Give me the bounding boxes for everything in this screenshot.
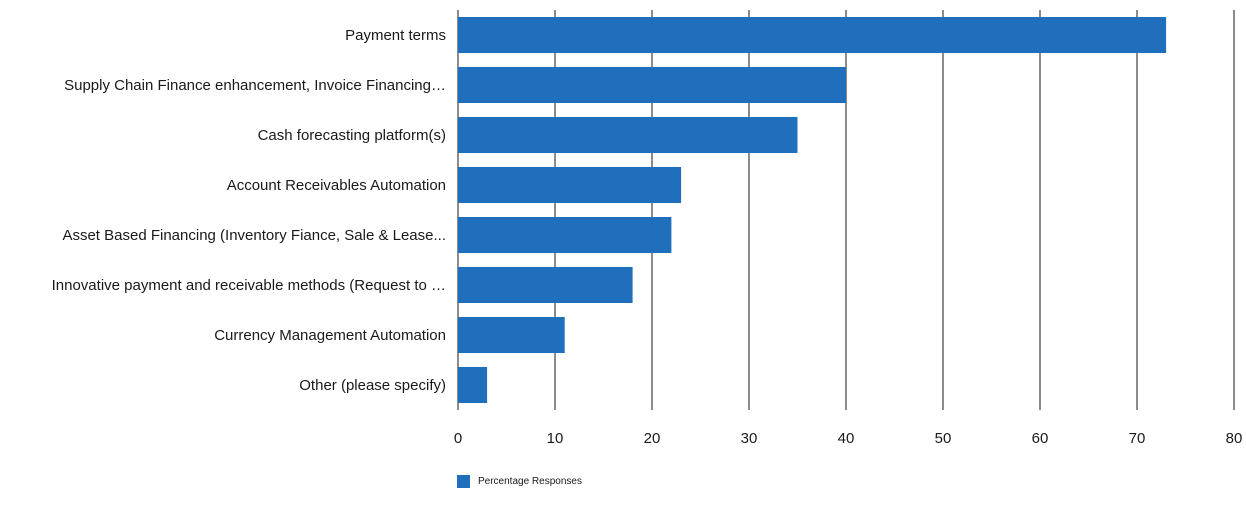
x-tick-label: 20	[644, 430, 661, 447]
legend-swatch	[457, 475, 470, 488]
bar	[458, 267, 633, 303]
x-tick-label: 50	[935, 430, 952, 447]
bar	[458, 167, 682, 203]
x-tick-label: 70	[1129, 430, 1146, 447]
bar	[458, 17, 1167, 53]
bar	[458, 117, 798, 153]
category-label: Innovative payment and receivable method…	[52, 277, 446, 294]
category-label: Cash forecasting platform(s)	[258, 127, 446, 144]
legend: Percentage Responses	[457, 475, 582, 488]
category-label: Asset Based Financing (Inventory Fiance,…	[62, 227, 446, 244]
bar	[458, 367, 488, 403]
bar	[458, 317, 565, 353]
x-tick-label: 10	[547, 430, 564, 447]
x-tick-label: 80	[1226, 430, 1243, 447]
category-label: Other (please specify)	[299, 377, 446, 394]
category-label: Supply Chain Finance enhancement, Invoic…	[64, 77, 446, 94]
category-label: Payment terms	[345, 27, 446, 44]
x-tick-label: 40	[838, 430, 855, 447]
category-label: Currency Management Automation	[214, 327, 446, 344]
category-label: Account Receivables Automation	[227, 177, 446, 194]
x-tick-label: 60	[1032, 430, 1049, 447]
bar	[458, 67, 846, 103]
x-tick-label: 30	[741, 430, 758, 447]
legend-label: Percentage Responses	[478, 476, 582, 487]
bar	[458, 217, 672, 253]
x-tick-label: 0	[454, 430, 462, 447]
